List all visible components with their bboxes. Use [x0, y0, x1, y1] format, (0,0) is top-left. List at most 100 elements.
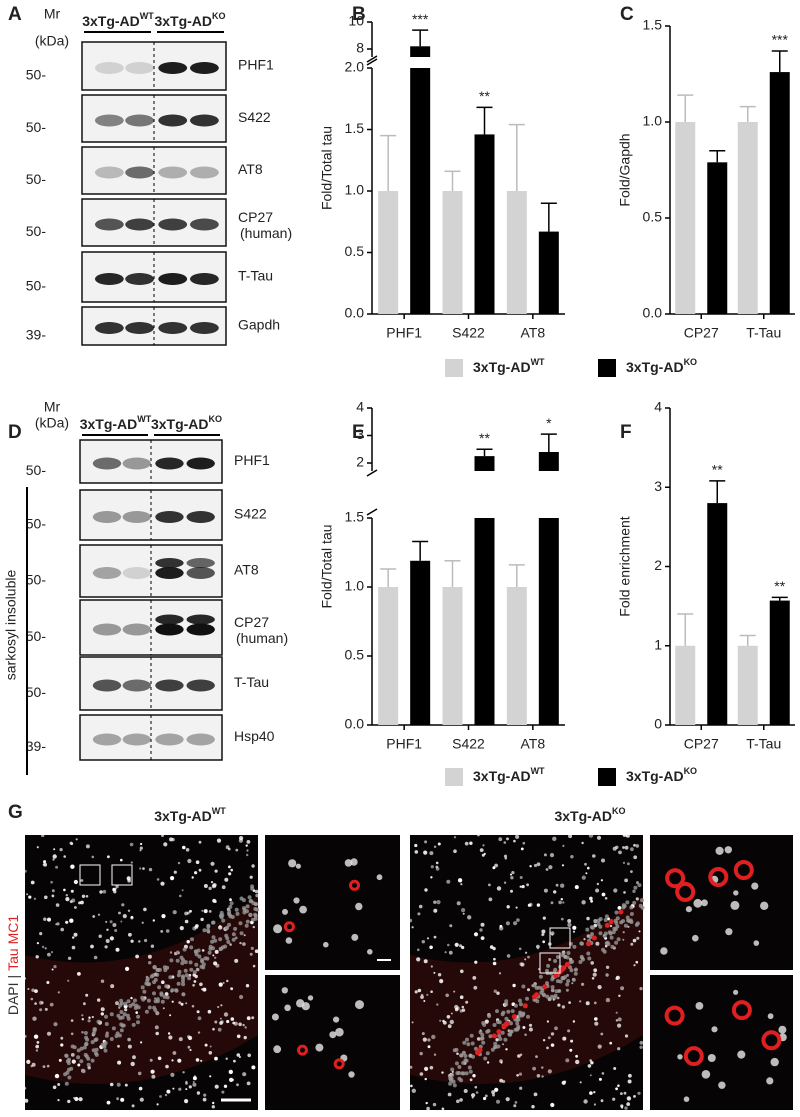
nucleus — [249, 875, 253, 879]
nucleus — [234, 907, 239, 912]
nucleus — [136, 1005, 141, 1010]
nucleus — [567, 919, 572, 923]
nucleus — [200, 1059, 203, 1062]
bar — [474, 456, 495, 471]
bar-lower-part — [538, 518, 559, 725]
nucleus — [614, 910, 619, 915]
nucleus — [421, 1032, 425, 1036]
nucleus — [70, 864, 75, 869]
nucleus — [596, 835, 602, 840]
axis-break — [366, 55, 378, 63]
nucleus — [461, 945, 465, 950]
nucleus — [242, 942, 246, 946]
nucleus — [60, 1043, 64, 1047]
nucleus — [492, 1093, 495, 1097]
nucleus — [142, 989, 147, 994]
nucleus — [51, 889, 55, 893]
nucleus — [147, 954, 152, 959]
nucleus — [179, 926, 184, 931]
nucleus — [618, 850, 622, 855]
nucleus — [459, 1053, 464, 1058]
nucleus — [504, 1002, 509, 1007]
nucleus — [70, 1044, 75, 1049]
nucleus — [243, 934, 246, 937]
mr-unit: (kDa) — [35, 415, 69, 431]
nucleus — [141, 921, 144, 924]
image-background — [265, 975, 400, 1110]
nucleus — [532, 983, 537, 988]
tau-cell — [591, 935, 597, 941]
nucleus — [632, 889, 636, 893]
nucleus — [637, 1091, 641, 1095]
nucleus — [193, 980, 197, 983]
nucleus — [448, 1081, 453, 1086]
nucleus — [47, 917, 51, 922]
nucleus — [191, 1004, 195, 1008]
nucleus — [503, 854, 508, 858]
nucleus — [104, 1033, 109, 1038]
nucleus — [447, 943, 450, 947]
nucleus — [505, 1048, 508, 1051]
nucleus — [581, 900, 586, 905]
x-tick-label: S422 — [452, 736, 485, 752]
image-title: 3xTg-ADKO — [554, 806, 625, 823]
nucleus — [125, 1013, 130, 1018]
nucleus — [52, 854, 57, 859]
blot-band — [155, 511, 184, 523]
nucleus — [187, 976, 192, 981]
nucleus — [228, 1069, 233, 1075]
nucleus — [622, 846, 625, 849]
x-tick-label: PHF1 — [386, 736, 422, 752]
blot-band — [158, 166, 188, 179]
nucleus — [190, 937, 194, 942]
nucleus — [524, 958, 527, 961]
tau-cell — [683, 1046, 704, 1067]
nucleus — [493, 989, 497, 993]
nucleus — [541, 992, 546, 997]
nucleus — [139, 849, 142, 852]
nucleus — [587, 1064, 592, 1068]
nucleus — [198, 840, 202, 844]
image-background — [650, 975, 793, 1110]
tau-cell — [522, 1003, 528, 1009]
nucleus — [547, 1069, 552, 1074]
nucleus — [92, 915, 96, 918]
y-tick-label: 0.5 — [345, 647, 365, 663]
nucleus — [500, 1061, 503, 1064]
nucleus — [462, 912, 465, 915]
mw-label: 50- — [26, 171, 47, 187]
blot-band — [190, 218, 219, 231]
blot-band — [92, 623, 122, 636]
nucleus — [592, 854, 596, 858]
nucleus — [203, 909, 208, 914]
blot-band — [155, 567, 184, 579]
nucleus — [244, 923, 249, 928]
nucleus — [98, 934, 102, 938]
nucleus — [238, 1022, 242, 1027]
nucleus — [238, 921, 243, 926]
nucleus — [639, 1045, 643, 1050]
nucleus — [53, 1022, 58, 1027]
nucleus — [351, 933, 359, 941]
nucleus — [456, 1099, 460, 1104]
nucleus — [117, 1060, 122, 1065]
nucleus — [193, 949, 198, 954]
nucleus — [137, 1071, 142, 1076]
nucleus — [110, 984, 115, 989]
nucleus — [627, 925, 630, 928]
nucleus — [288, 859, 297, 868]
mw-label: 50- — [26, 572, 47, 588]
nucleus — [619, 920, 624, 925]
nucleus — [601, 858, 605, 863]
nucleus — [429, 945, 433, 950]
bar — [737, 645, 758, 725]
nucleus — [139, 867, 142, 870]
nucleus — [156, 1103, 159, 1106]
nucleus — [461, 1005, 465, 1009]
nucleus — [207, 950, 212, 955]
nucleus — [575, 1054, 578, 1058]
nucleus — [170, 988, 175, 993]
bar — [410, 46, 431, 57]
nucleus — [34, 989, 38, 993]
nucleus — [57, 1099, 60, 1102]
